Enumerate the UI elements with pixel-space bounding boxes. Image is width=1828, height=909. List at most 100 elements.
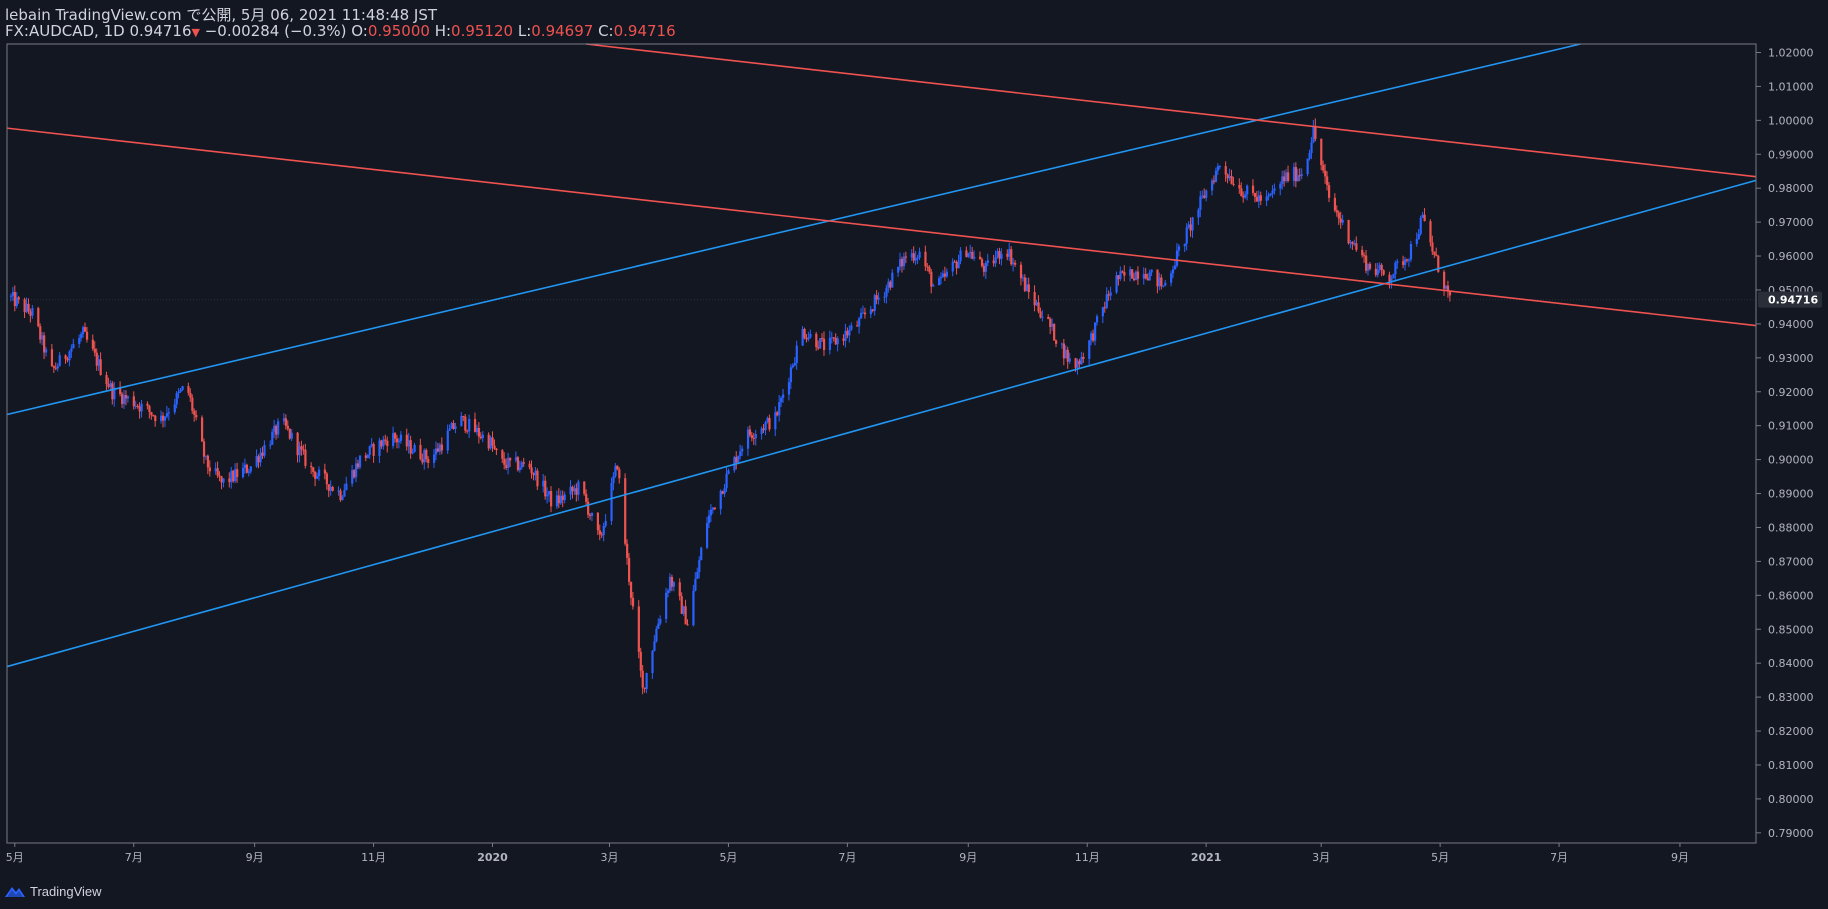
candle-body — [1158, 277, 1161, 287]
candle-up — [134, 400, 137, 409]
candle-body — [50, 349, 54, 367]
x-tick-label: 11月 — [1075, 851, 1100, 864]
candle-body — [1417, 233, 1420, 240]
candle-up — [1205, 189, 1208, 202]
x-tick-label: 7月 — [838, 851, 856, 864]
candle-body — [1080, 356, 1083, 365]
candle-body — [1144, 273, 1147, 279]
candle-up — [668, 573, 672, 593]
candle-body — [793, 362, 796, 366]
candle-body — [407, 440, 410, 447]
candle-body — [409, 440, 412, 454]
candle-body — [1267, 195, 1270, 197]
candle-body — [569, 486, 572, 495]
candle-up — [249, 466, 252, 474]
candle-body — [1378, 264, 1381, 270]
candle-down — [846, 327, 849, 339]
candle-up — [1409, 240, 1413, 263]
candle-up — [694, 572, 697, 592]
candle-down — [1355, 236, 1358, 252]
candle-down — [1107, 290, 1110, 301]
candle-down — [1337, 210, 1340, 225]
candle-body — [910, 253, 913, 258]
candle-body — [955, 261, 958, 269]
candle-up — [877, 292, 880, 305]
candle-body — [1404, 259, 1407, 265]
candle-up — [1008, 242, 1011, 261]
candle-body — [739, 451, 742, 456]
high-value: 0.95120 — [451, 22, 514, 40]
candle-body — [83, 327, 87, 332]
candle-up — [481, 431, 484, 443]
candle-down — [386, 436, 389, 453]
candle-up — [368, 445, 371, 459]
candle-body — [1228, 176, 1231, 179]
candle-body — [1136, 271, 1140, 279]
candle-body — [9, 295, 13, 297]
candle-down — [220, 475, 223, 490]
candle-up — [317, 466, 321, 481]
candle-down — [834, 333, 837, 345]
candle-body — [1088, 340, 1091, 359]
candle-down — [1189, 217, 1192, 237]
y-tick-label: 0.99000 — [1768, 148, 1814, 161]
plot-frame — [6, 43, 1757, 844]
candle-body — [998, 251, 1001, 259]
candle-down — [1078, 358, 1081, 368]
candle-up — [657, 618, 660, 630]
candle-body — [614, 465, 617, 477]
candle-up — [994, 250, 997, 268]
price-chart[interactable]: 1.02000 1.01000 1.00000 0.99000 0.98000 0.970… — [0, 0, 1828, 880]
candle-down — [1320, 138, 1323, 171]
candle-body — [1197, 209, 1200, 218]
y-tick-label: 0.87000 — [1768, 555, 1814, 568]
candle-body — [1037, 302, 1040, 312]
candle-body — [1210, 180, 1214, 191]
candle-down — [1368, 261, 1372, 271]
candle-up — [1162, 285, 1165, 288]
candle-up — [1218, 165, 1221, 170]
candle-down — [1365, 249, 1368, 274]
candle-body — [850, 325, 853, 330]
trendlines[interactable] — [6, 43, 1757, 668]
y-tick-label: 0.82000 — [1768, 725, 1814, 738]
candle-up — [1273, 183, 1276, 195]
tradingview-branding[interactable]: TradingView — [4, 881, 102, 901]
candle-body — [261, 452, 264, 456]
candle-down — [473, 412, 477, 433]
candle-down — [1066, 346, 1069, 369]
candle-up — [1090, 331, 1093, 346]
price-axis[interactable]: 1.02000 1.01000 1.00000 0.99000 0.98000 0.970… — [1756, 46, 1822, 840]
candle-down — [491, 431, 494, 452]
candle-body — [624, 478, 627, 544]
candle-body — [678, 582, 681, 597]
candle-body — [1292, 167, 1296, 181]
candle-body — [1216, 166, 1220, 171]
candle-body — [1010, 249, 1013, 265]
candle-up — [653, 635, 656, 652]
candle-up — [709, 504, 713, 522]
candle-body — [858, 318, 861, 327]
candle-body — [544, 480, 547, 497]
candle-down — [1283, 170, 1286, 187]
candle-down — [189, 388, 192, 402]
candle-body — [191, 397, 194, 411]
candle-up — [899, 252, 902, 271]
candle-body — [629, 581, 633, 598]
candle-body — [460, 415, 463, 427]
candle-body — [583, 481, 586, 494]
candle-down — [452, 420, 455, 430]
candle-up — [460, 411, 463, 427]
time-axis[interactable]: 5月 7月 9月 11月 2020 3月 5月 7月 9月 11月 2021 3月 5月 7月 9月 — [6, 843, 1689, 864]
candle-up — [1012, 257, 1015, 272]
candle-up — [1115, 271, 1118, 295]
candle-up — [569, 480, 572, 501]
candle-body — [165, 413, 169, 417]
candle-body — [327, 484, 330, 491]
candle-body — [394, 433, 397, 439]
candle-up — [766, 416, 769, 424]
candle-body — [1095, 316, 1099, 323]
candle-body — [1259, 195, 1262, 201]
candle-body — [1271, 190, 1274, 194]
candle-body — [31, 308, 34, 316]
